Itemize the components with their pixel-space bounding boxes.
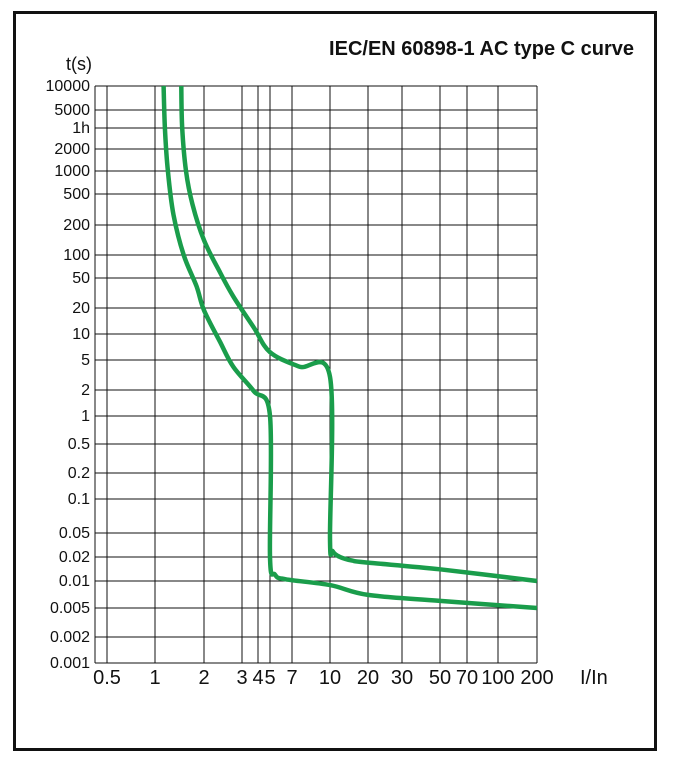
x-tick-label: 7 — [286, 667, 297, 689]
chart-frame — [13, 11, 657, 751]
y-tick-label: 0.002 — [50, 629, 90, 646]
y-tick-label: 0.2 — [68, 465, 90, 482]
x-tick-label: 30 — [391, 667, 413, 689]
x-tick-label: 50 — [429, 667, 451, 689]
x-tick-label: 0.5 — [93, 667, 121, 689]
y-axis-label: t(s) — [66, 54, 92, 74]
y-tick-label: 5000 — [54, 102, 90, 119]
y-tick-label: 0.02 — [59, 549, 90, 566]
y-tick-label: 0.001 — [50, 655, 90, 672]
x-tick-label: 200 — [520, 667, 553, 689]
y-tick-label: 10000 — [46, 78, 91, 95]
y-tick-label: 0.1 — [68, 491, 90, 508]
curves — [161, 85, 538, 611]
y-tick-label: 2 — [81, 382, 90, 399]
x-tick-label: 10 — [319, 667, 341, 689]
x-tick-label: 1 — [149, 667, 160, 689]
x-tick-label: 4 — [252, 667, 263, 689]
y-tick-label: 2000 — [54, 141, 90, 158]
x-tick-label: 70 — [456, 667, 478, 689]
y-tick-label: 1h — [72, 120, 90, 137]
y-tick-label: 10 — [72, 326, 90, 343]
y-tick-label: 1 — [81, 408, 90, 425]
y-tick-label: 50 — [72, 270, 90, 287]
y-tick-label: 0.01 — [59, 573, 90, 590]
y-tick-label: 500 — [63, 186, 90, 203]
y-tick-label: 100 — [63, 247, 90, 264]
x-tick-label: 100 — [481, 667, 514, 689]
y-tick-label: 0.05 — [59, 525, 90, 542]
gridlines — [94, 85, 538, 664]
chart-title: IEC/EN 60898-1 AC type C curve — [329, 38, 634, 60]
y-tick-label: 20 — [72, 300, 90, 317]
y-tick-label: 0.5 — [68, 436, 90, 453]
x-tick-labels: 0.5 1 2 3 4 5 7 10 20 30 50 70 100 200 — [93, 667, 554, 689]
x-axis-label: I/In — [580, 667, 608, 689]
y-tick-label: 1000 — [54, 163, 90, 180]
y-tick-label: 5 — [81, 352, 90, 369]
x-tick-label: 5 — [264, 667, 275, 689]
x-tick-label: 2 — [198, 667, 209, 689]
x-tick-label: 3 — [236, 667, 247, 689]
y-tick-label: 0.005 — [50, 600, 90, 617]
lower-trip-curve — [161, 85, 538, 611]
y-tick-label: 200 — [63, 217, 90, 234]
x-tick-label: 20 — [357, 667, 379, 689]
upper-trip-curve — [179, 85, 538, 584]
